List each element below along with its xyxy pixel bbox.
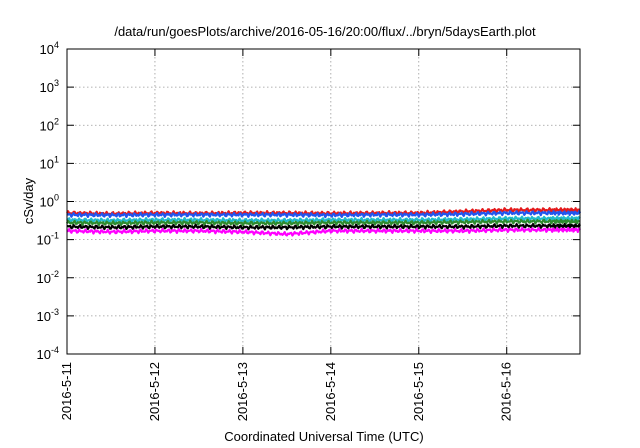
x-tick-label: 2016-5-15 <box>411 362 426 421</box>
y-tick-label: 10-3 <box>37 307 59 324</box>
grid <box>67 49 580 354</box>
series-line <box>65 218 581 227</box>
y-axis-label: cSv/day <box>21 177 36 224</box>
x-tick-label: 2016-5-11 <box>59 362 74 420</box>
y-tick-label: 100 <box>40 193 59 210</box>
y-tick-label: 102 <box>40 116 59 133</box>
y-tick-label: 104 <box>40 40 59 57</box>
chart-title: /data/run/goesPlots/archive/2016-05-16/2… <box>114 24 536 39</box>
series-line <box>66 222 581 231</box>
x-tick-label: 2016-5-13 <box>235 362 250 421</box>
series-line <box>66 210 582 219</box>
x-axis: 2016-5-11 2016-5-12 2016-5-13 2016-5-14 2016… <box>59 49 514 421</box>
series-line <box>66 207 581 217</box>
y-tick-label: 10-4 <box>37 345 59 362</box>
y-tick-label: 103 <box>40 78 59 95</box>
series-layer <box>65 207 582 237</box>
series-line <box>66 226 581 237</box>
x-tick-label: 2016-5-12 <box>147 362 162 421</box>
y-tick-label: 10-2 <box>37 269 59 286</box>
x-tick-label: 2016-5-16 <box>499 362 514 421</box>
y-tick-label: 10-1 <box>37 231 59 248</box>
series-line <box>66 215 581 224</box>
y-axis: 10-4 10-3 10-2 10-1 100 101 102 103 104 <box>37 40 580 362</box>
x-tick-label: 2016-5-14 <box>323 362 338 421</box>
y-tick-label: 101 <box>40 154 59 171</box>
x-axis-label: Coordinated Universal Time (UTC) <box>224 429 423 444</box>
